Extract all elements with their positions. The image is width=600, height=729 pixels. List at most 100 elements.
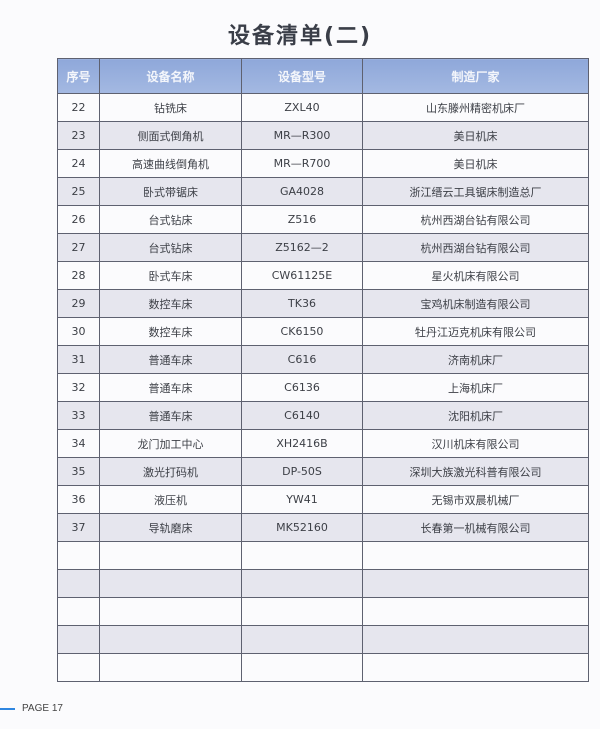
table-row: 31 普通车床 C616 济南机床厂 <box>57 345 589 374</box>
cell-index: 36 <box>57 485 100 514</box>
cell-manufacturer: 上海机床厂 <box>362 373 589 402</box>
cell-model: C616 <box>241 345 363 374</box>
table-row: 24 高速曲线倒角机 MR—R700 美日机床 <box>57 149 589 178</box>
cell-index: 22 <box>57 93 100 122</box>
cell-model: C6140 <box>241 401 363 430</box>
table-row: 36 液压机 YW41 无锡市双晨机械厂 <box>57 485 589 514</box>
cell-index <box>57 625 100 654</box>
cell-index: 29 <box>57 289 100 318</box>
cell-index <box>57 541 100 570</box>
cell-equipment-name: 数控车床 <box>99 317 242 346</box>
cell-model: XH2416B <box>241 429 363 458</box>
cell-equipment-name <box>99 597 242 626</box>
cell-model: MR—R700 <box>241 149 363 178</box>
cell-index: 25 <box>57 177 100 206</box>
table-row: 32 普通车床 C6136 上海机床厂 <box>57 373 589 402</box>
table-row: 23 侧面式倒角机 MR—R300 美日机床 <box>57 121 589 150</box>
cell-manufacturer: 沈阳机床厂 <box>362 401 589 430</box>
cell-model: CK6150 <box>241 317 363 346</box>
cell-equipment-name <box>99 653 242 682</box>
table-row <box>57 541 589 570</box>
cell-manufacturer: 宝鸡机床制造有限公司 <box>362 289 589 318</box>
cell-index: 23 <box>57 121 100 150</box>
cell-model: MR—R300 <box>241 121 363 150</box>
cell-index: 32 <box>57 373 100 402</box>
cell-model: TK36 <box>241 289 363 318</box>
table-row: 28 卧式车床 CW61125E 星火机床有限公司 <box>57 261 589 290</box>
cell-model: Z516 <box>241 205 363 234</box>
table-row: 37 导轨磨床 MK52160 长春第一机械有限公司 <box>57 513 589 542</box>
page-number: PAGE 17 <box>22 703 63 714</box>
cell-manufacturer <box>362 597 589 626</box>
cell-equipment-name: 台式钻床 <box>99 233 242 262</box>
cell-equipment-name: 数控车床 <box>99 289 242 318</box>
cell-equipment-name: 卧式车床 <box>99 261 242 290</box>
cell-manufacturer: 济南机床厂 <box>362 345 589 374</box>
cell-manufacturer: 无锡市双晨机械厂 <box>362 485 589 514</box>
cell-equipment-name: 普通车床 <box>99 345 242 374</box>
table-row: 29 数控车床 TK36 宝鸡机床制造有限公司 <box>57 289 589 318</box>
cell-equipment-name: 卧式带锯床 <box>99 177 242 206</box>
cell-equipment-name: 激光打码机 <box>99 457 242 486</box>
table-row: 34 龙门加工中心 XH2416B 汉川机床有限公司 <box>57 429 589 458</box>
table-row: 35 激光打码机 DP-50S 深圳大族激光科普有限公司 <box>57 457 589 486</box>
cell-index: 28 <box>57 261 100 290</box>
cell-equipment-name <box>99 541 242 570</box>
cell-index: 30 <box>57 317 100 346</box>
cell-index: 27 <box>57 233 100 262</box>
cell-model: GA4028 <box>241 177 363 206</box>
cell-manufacturer <box>362 541 589 570</box>
cell-manufacturer: 星火机床有限公司 <box>362 261 589 290</box>
cell-equipment-name: 侧面式倒角机 <box>99 121 242 150</box>
cell-manufacturer: 山东滕州精密机床厂 <box>362 93 589 122</box>
cell-manufacturer: 深圳大族激光科普有限公司 <box>362 457 589 486</box>
cell-model: CW61125E <box>241 261 363 290</box>
cell-model: DP-50S <box>241 457 363 486</box>
cell-equipment-name: 龙门加工中心 <box>99 429 242 458</box>
cell-index: 24 <box>57 149 100 178</box>
table-row: 33 普通车床 C6140 沈阳机床厂 <box>57 401 589 430</box>
cell-model: MK52160 <box>241 513 363 542</box>
header-model: 设备型号 <box>241 58 363 94</box>
cell-manufacturer: 杭州西湖台钻有限公司 <box>362 233 589 262</box>
cell-model: Z5162—2 <box>241 233 363 262</box>
header-index: 序号 <box>57 58 100 94</box>
cell-equipment-name: 普通车床 <box>99 401 242 430</box>
cell-index: 34 <box>57 429 100 458</box>
cell-equipment-name: 高速曲线倒角机 <box>99 149 242 178</box>
table-row: 25 卧式带锯床 GA4028 浙江缙云工具锯床制造总厂 <box>57 177 589 206</box>
cell-equipment-name: 钻铣床 <box>99 93 242 122</box>
cell-index: 37 <box>57 513 100 542</box>
cell-equipment-name: 液压机 <box>99 485 242 514</box>
cell-equipment-name <box>99 569 242 598</box>
cell-manufacturer: 杭州西湖台钻有限公司 <box>362 205 589 234</box>
table-header-row: 序号 设备名称 设备型号 制造厂家 <box>57 58 589 94</box>
cell-manufacturer: 牡丹江迈克机床有限公司 <box>362 317 589 346</box>
table-row <box>57 653 589 682</box>
header-manufacturer: 制造厂家 <box>362 58 589 94</box>
cell-manufacturer: 长春第一机械有限公司 <box>362 513 589 542</box>
table-row <box>57 597 589 626</box>
header-equipment-name: 设备名称 <box>99 58 242 94</box>
cell-index <box>57 569 100 598</box>
cell-model: C6136 <box>241 373 363 402</box>
cell-index: 31 <box>57 345 100 374</box>
cell-index: 26 <box>57 205 100 234</box>
cell-model: YW41 <box>241 485 363 514</box>
table-row <box>57 569 589 598</box>
cell-model <box>241 541 363 570</box>
footer-accent-bar <box>0 708 15 710</box>
cell-model <box>241 569 363 598</box>
cell-equipment-name <box>99 625 242 654</box>
cell-equipment-name: 台式钻床 <box>99 205 242 234</box>
cell-manufacturer <box>362 653 589 682</box>
cell-index <box>57 653 100 682</box>
cell-manufacturer: 汉川机床有限公司 <box>362 429 589 458</box>
cell-manufacturer <box>362 569 589 598</box>
cell-model: ZXL40 <box>241 93 363 122</box>
page-title: 设备清单(二) <box>227 24 373 49</box>
cell-model <box>241 653 363 682</box>
equipment-table: 序号 设备名称 设备型号 制造厂家 22 钻铣床 ZXL40 山东滕州精密机床厂 23 侧… <box>57 58 589 682</box>
cell-model <box>241 625 363 654</box>
cell-manufacturer: 浙江缙云工具锯床制造总厂 <box>362 177 589 206</box>
